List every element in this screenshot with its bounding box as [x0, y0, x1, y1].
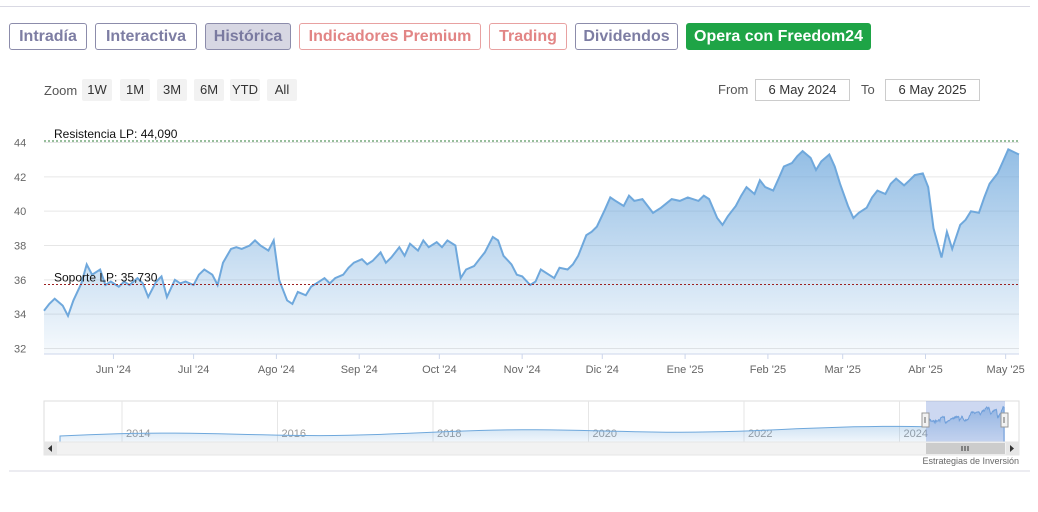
x-tick-label: Ago '24	[258, 364, 295, 376]
reference-lines: Resistencia LP: 44,090 Soporte LP: 35,730	[44, 127, 1019, 285]
zoom-6m-button[interactable]: 6M	[194, 79, 224, 101]
x-tick-label: May '25	[987, 364, 1025, 376]
price-chart: 32 34 36 38 40 42 44 Resistencia LP: 44,090 Sop…	[9, 127, 1030, 472]
x-tick-label: Mar '25	[825, 364, 861, 376]
y-tick-label: 38	[14, 241, 26, 253]
resistance-label: Resistencia LP: 44,090	[54, 127, 178, 141]
scroll-grip-icon	[961, 446, 969, 451]
tab-historica[interactable]: Histórica	[205, 23, 291, 50]
arrow-right-icon	[1010, 445, 1014, 452]
scrollbar[interactable]	[43, 441, 1020, 456]
from-date-input[interactable]: 6 May 2024	[755, 79, 850, 101]
tab-interactiva[interactable]: Interactiva	[95, 23, 197, 50]
from-label: From	[718, 82, 749, 97]
support-label: Soporte LP: 35,730	[54, 270, 158, 284]
top-divider	[0, 6, 1030, 7]
x-tick-label: Sep '24	[341, 364, 378, 376]
scrollbar-track[interactable]	[43, 441, 1020, 456]
y-tick-label: 34	[14, 309, 26, 321]
y-tick-label: 40	[14, 206, 26, 218]
zoom-1w-button[interactable]: 1W	[82, 79, 112, 101]
tab-trading[interactable]: Trading	[489, 23, 567, 50]
tab-indicadores-premium[interactable]: Indicadores Premium	[299, 23, 481, 50]
x-tick-label: Feb '25	[750, 364, 786, 376]
zoom-3m-button[interactable]: 3M	[157, 79, 187, 101]
x-tick-label: Ene '25	[667, 364, 704, 376]
opera-freedom24-button[interactable]: Opera con Freedom24	[686, 23, 871, 50]
x-tick-label: Jun '24	[96, 364, 131, 376]
to-label: To	[861, 82, 875, 97]
tab-intradia[interactable]: Intradía	[9, 23, 87, 50]
x-axis: Jun '24 Jul '24 Ago '24 Sep '24 Oct '24 Nov '…	[96, 354, 1025, 376]
zoom-label: Zoom	[44, 83, 78, 98]
x-tick-label: Jul '24	[178, 364, 209, 376]
y-axis: 32 34 36 38 40 42 44	[14, 138, 26, 356]
x-tick-label: Oct '24	[422, 364, 457, 376]
x-tick-label: Dic '24	[586, 364, 619, 376]
navigator-selection[interactable]	[926, 401, 1005, 442]
zoom-ytd-button[interactable]: YTD	[230, 79, 260, 101]
series-line	[43, 148, 1020, 319]
zoom-1m-button[interactable]: 1M	[120, 79, 150, 101]
navigator-series	[59, 405, 1005, 443]
to-date-input[interactable]: 6 May 2025	[885, 79, 980, 101]
x-tick-label: Abr '25	[908, 364, 943, 376]
navigator: 201420162018202020222024	[43, 400, 1020, 443]
zoom-all-button[interactable]: All	[267, 79, 297, 101]
series-area	[44, 149, 1019, 354]
y-tick-label: 42	[14, 172, 26, 184]
tab-dividendos[interactable]: Dividendos	[575, 23, 678, 50]
x-tick-label: Nov '24	[504, 364, 541, 376]
arrow-left-icon	[48, 445, 52, 452]
brand-credit: Estrategias de Inversión	[922, 456, 1019, 466]
y-tick-label: 32	[14, 344, 26, 356]
y-tick-label: 36	[14, 275, 26, 287]
y-tick-label: 44	[14, 138, 26, 150]
